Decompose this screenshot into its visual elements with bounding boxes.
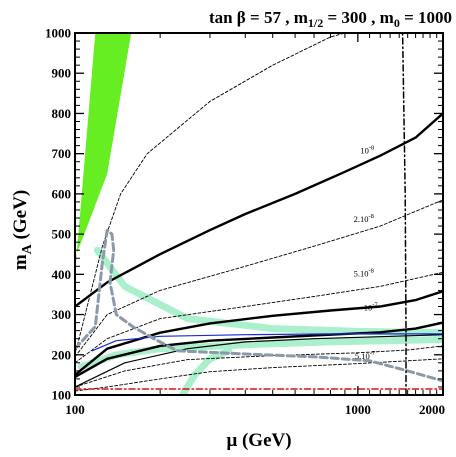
x-axis-label: μ (GeV) <box>226 430 291 451</box>
series-line-1 <box>75 112 443 308</box>
series-line-11 <box>93 246 443 337</box>
chart-title: tan β = 57 , m1/2 = 300 , m0 = 1000 <box>209 8 452 30</box>
y-axis-label-unit: (GeV) <box>10 190 31 244</box>
tick-layer: 100 1000 2000 100 200 300 400 500 600 700 800 900 10… <box>45 26 445 418</box>
curve-label-base: 5.10 <box>354 268 369 278</box>
x-tick-label: 2000 <box>419 402 445 417</box>
curve-label-exponent: -8 <box>369 267 374 274</box>
curve-label-base: 2.10 <box>354 214 369 224</box>
curve-label-5: 5.10-7 <box>355 350 376 361</box>
y-axis-label-sub: A <box>20 243 35 254</box>
series-line-16 <box>401 33 407 395</box>
y-tick-label: 400 <box>52 267 72 282</box>
x-tick-label: 100 <box>65 402 85 417</box>
curve-label-base: 10 <box>360 146 369 156</box>
y-axis-label-main: m <box>10 254 31 270</box>
title-part-1: tan β = 57 , m <box>209 8 308 27</box>
y-tick-label: 900 <box>52 66 72 81</box>
series-line-3 <box>75 321 443 379</box>
y-tick-label: 800 <box>52 106 72 121</box>
y-tick-label: 200 <box>52 347 72 362</box>
curve-label-base: 10 <box>364 303 373 313</box>
series-line-14 <box>91 333 443 352</box>
curve-label-2: 2.10-8 <box>354 213 374 224</box>
title-part-2: = 300 , m <box>323 8 394 27</box>
series-line-9 <box>75 358 443 392</box>
series-line-13 <box>179 347 233 395</box>
title-part-3: = 1000 <box>400 8 452 27</box>
curve-label-exponent: -8 <box>369 145 374 152</box>
series-line-10 <box>75 228 443 383</box>
title-sub-1: 1/2 <box>308 16 323 30</box>
series-line-6 <box>75 199 443 358</box>
y-tick-label: 600 <box>52 186 72 201</box>
plot-frame <box>74 32 444 396</box>
curve-label-3: 5.10-8 <box>354 267 374 278</box>
curve-label-exponent: -7 <box>372 302 378 309</box>
series-line-7 <box>75 271 443 364</box>
excluded-region <box>75 33 132 275</box>
y-tick-label: 500 <box>52 227 72 242</box>
data-layer <box>75 33 443 395</box>
y-tick-label: 700 <box>52 146 72 161</box>
curve-label-base: 5.10 <box>355 351 370 361</box>
y-tick-label: 1000 <box>45 26 71 41</box>
series-line-2 <box>75 290 443 377</box>
series-line-4 <box>75 334 443 388</box>
curve-label-1: 10-8 <box>360 145 374 156</box>
y-tick-label: 300 <box>52 307 72 322</box>
title-sub-2: 0 <box>394 16 400 30</box>
curve-label-4: 10-7 <box>364 302 379 313</box>
y-tick-label: 100 <box>52 388 72 403</box>
curve-label-exponent: -7 <box>370 350 376 357</box>
curve-label-layer: 10-82.10-85.10-810-75.10-7 <box>354 145 379 361</box>
y-axis-label: mA (GeV) <box>10 190 35 270</box>
curve-label-exponent: -8 <box>369 213 374 220</box>
x-tick-label: 1000 <box>345 402 371 417</box>
